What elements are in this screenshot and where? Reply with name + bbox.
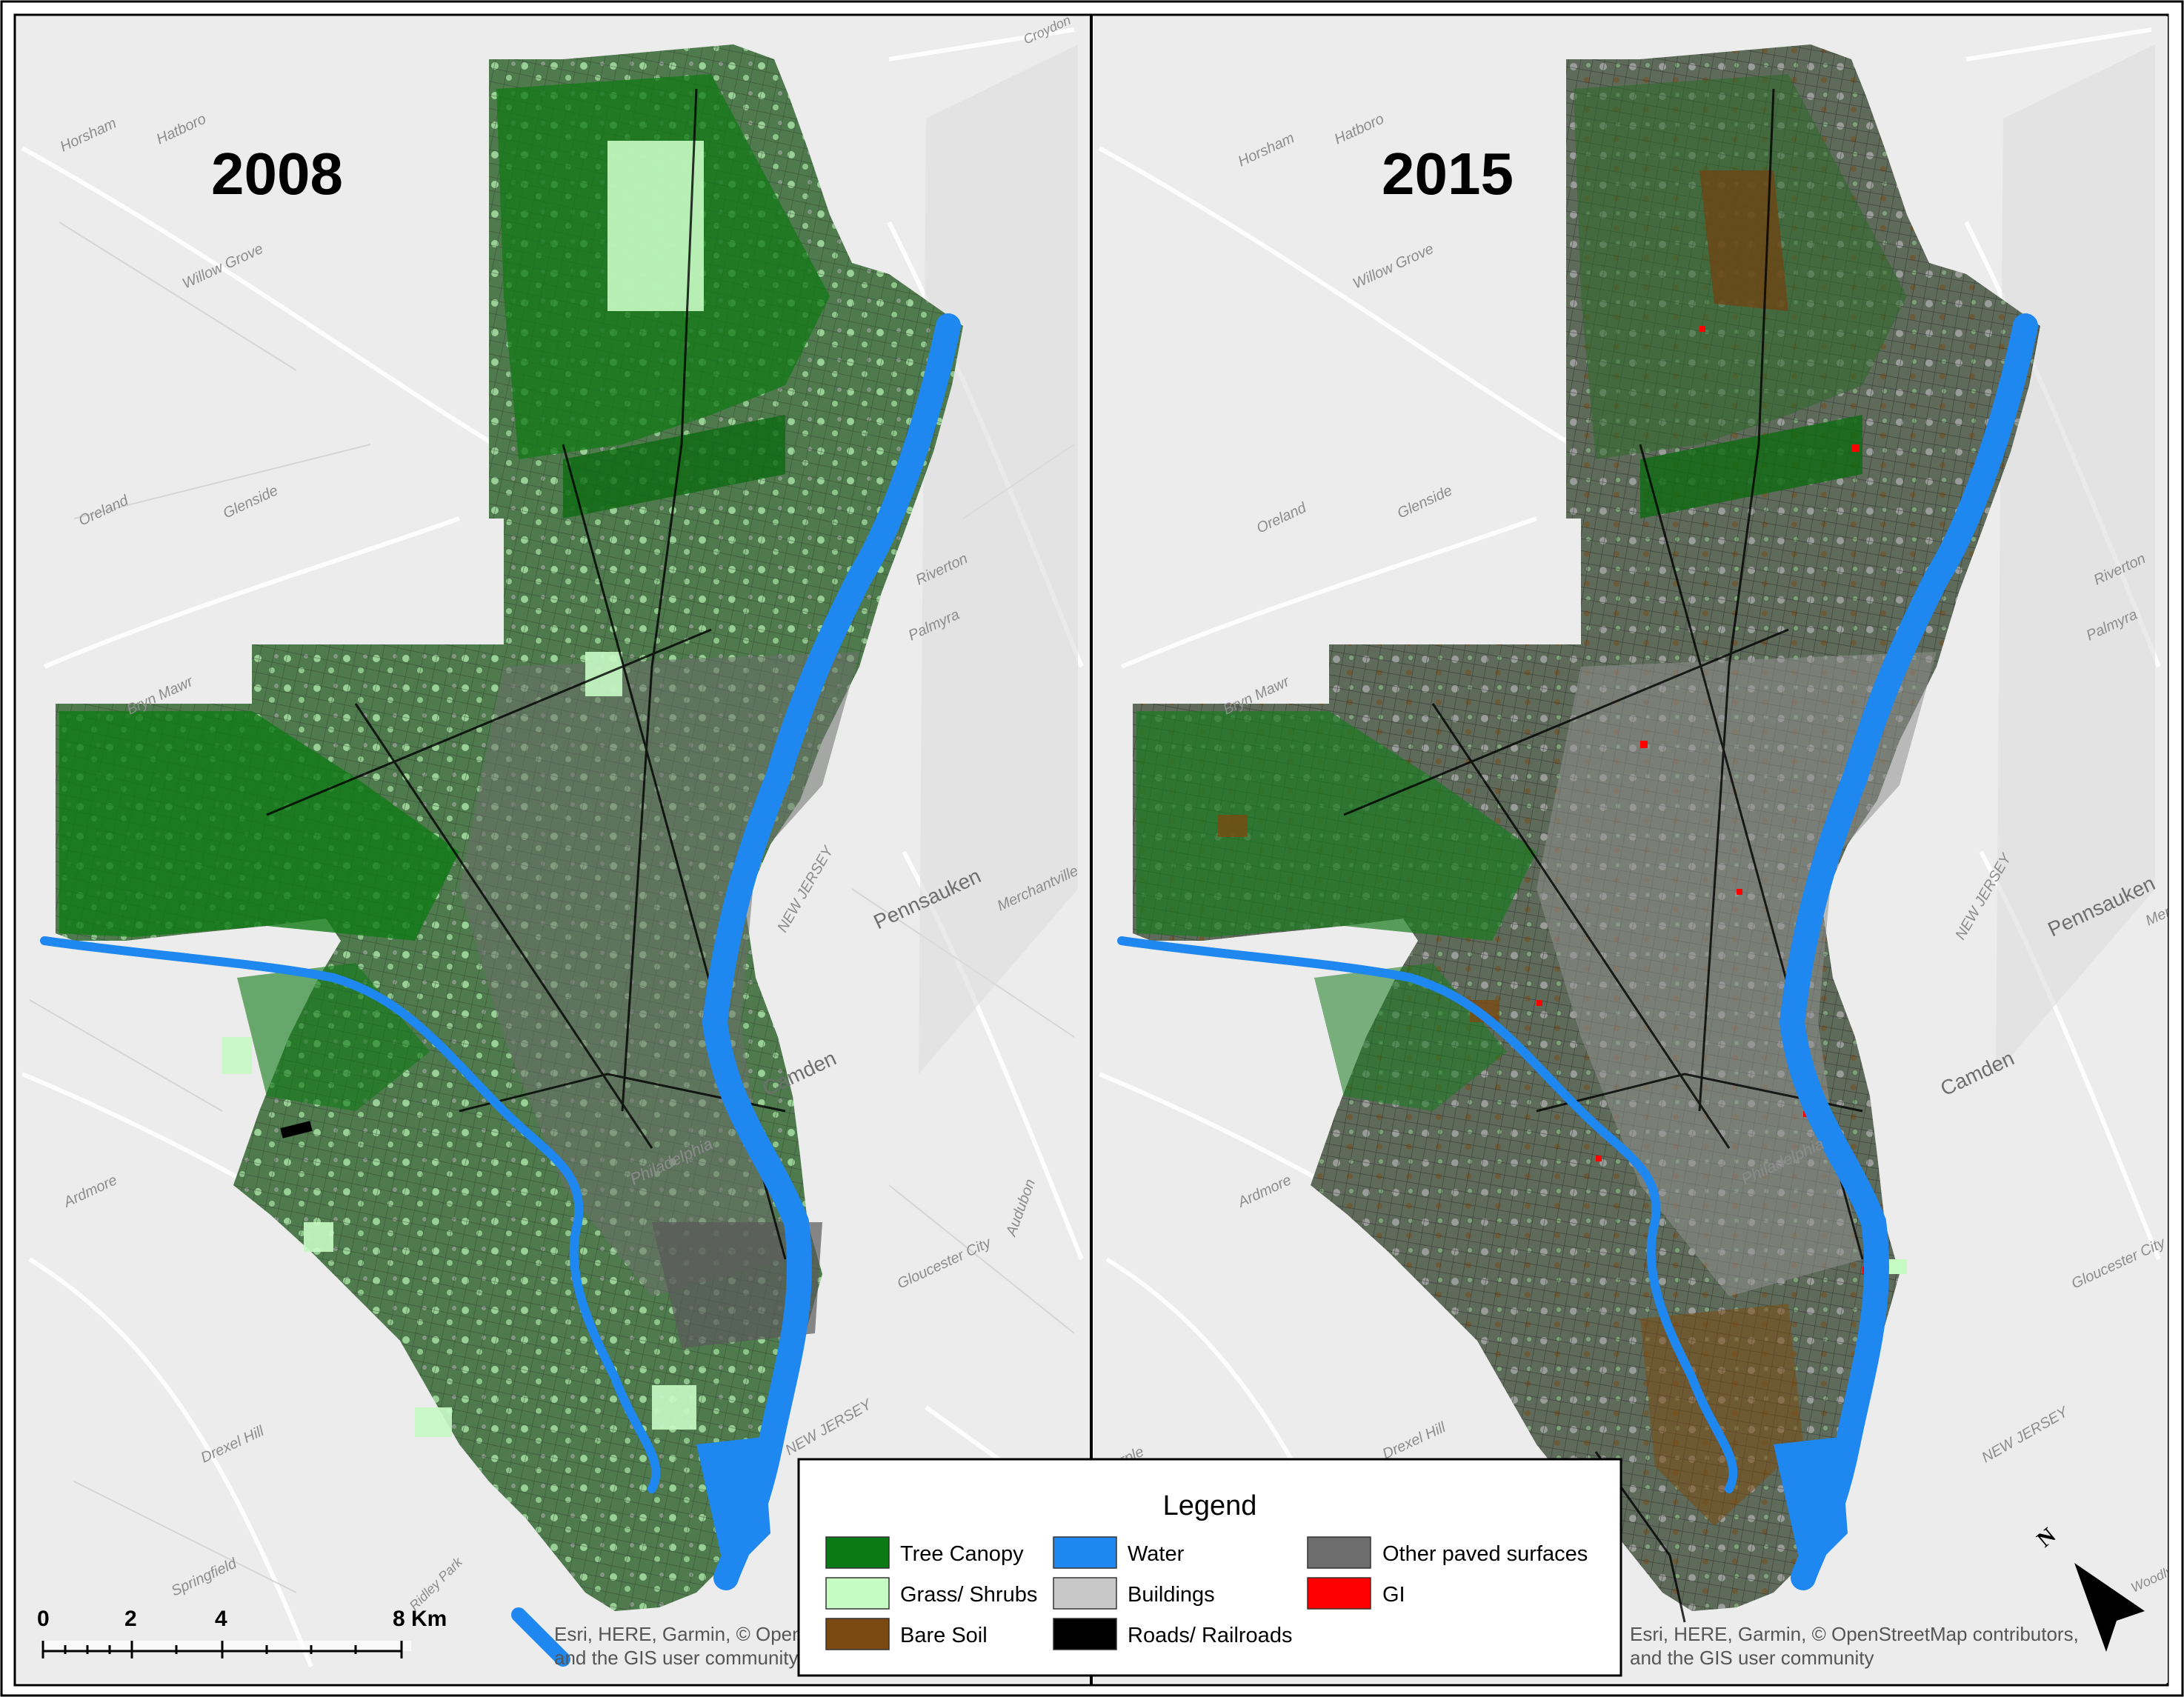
- legend-label: Bare Soil: [900, 1624, 988, 1647]
- legend-item-gi: GI: [1307, 1577, 1405, 1610]
- legend-swatch: [1053, 1577, 1117, 1610]
- year-title-2015: 2015: [1382, 141, 1514, 207]
- scale-label-4: 4: [215, 1607, 227, 1631]
- legend-label: Water: [1128, 1542, 1185, 1566]
- legend-item-water: Water: [1053, 1536, 1185, 1569]
- legend-swatch: [1053, 1618, 1117, 1650]
- legend-label: Buildings: [1128, 1583, 1215, 1607]
- legend-label: Roads/ Railroads: [1128, 1624, 1292, 1647]
- legend-label: Grass/ Shrubs: [900, 1583, 1037, 1607]
- legend-swatch: [1307, 1536, 1371, 1569]
- legend-item-roads-railroads: Roads/ Railroads: [1053, 1618, 1292, 1650]
- tree-canopy-west: [1136, 711, 1537, 941]
- legend-item-tree-canopy: Tree Canopy: [825, 1536, 1024, 1569]
- rivers-2008: [40, 313, 961, 1667]
- legend-item-other-paved: Other paved surfaces: [1307, 1536, 1588, 1569]
- legend-swatch: [1307, 1577, 1371, 1610]
- scale-label-2: 2: [124, 1607, 137, 1631]
- map-panel-2015: Horsham Hatboro Willow Grove Oreland Gle…: [1093, 16, 2168, 1683]
- attribution-line-2: and the GIS user community: [554, 1647, 798, 1669]
- legend-swatch: [825, 1577, 890, 1610]
- map-panel-2008: Horsham Hatboro Croydon Willow Grove Ore…: [16, 16, 1091, 1683]
- attribution-line-2: and the GIS user community: [1630, 1647, 1874, 1669]
- year-title-2008: 2008: [211, 141, 343, 207]
- legend-swatch: [1053, 1536, 1117, 1569]
- legend-title: Legend: [1163, 1490, 1257, 1521]
- attribution-line-1: Esri, HERE, Garmin, © OpenStreetMap cont…: [1630, 1623, 2079, 1645]
- legend-item-buildings: Buildings: [1053, 1577, 1215, 1610]
- scale-bar-ticks: [41, 1641, 403, 1658]
- tree-canopy-west: [59, 711, 459, 941]
- scale-bar: 0 2 4 8 Km: [37, 1607, 447, 1658]
- legend-swatch: [825, 1536, 890, 1569]
- legend-swatch: [825, 1618, 890, 1650]
- scale-label-0: 0: [37, 1607, 50, 1631]
- legend-label: GI: [1382, 1583, 1405, 1607]
- legend-label: Other paved surfaces: [1382, 1542, 1588, 1566]
- legend-item-grass-shrubs: Grass/ Shrubs: [825, 1577, 1037, 1610]
- north-arrow-icon: [2074, 1563, 2145, 1652]
- rivers-2015: [1117, 313, 2038, 1590]
- legend-item-bare-soil: Bare Soil: [825, 1618, 988, 1650]
- legend-label: Tree Canopy: [900, 1542, 1024, 1566]
- legend-box: Legend Tree Canopy Grass/ Shrubs Bare So…: [797, 1458, 1622, 1677]
- delaware-river-basemap: [919, 44, 1078, 1074]
- scale-label-8km: 8 Km: [393, 1607, 447, 1631]
